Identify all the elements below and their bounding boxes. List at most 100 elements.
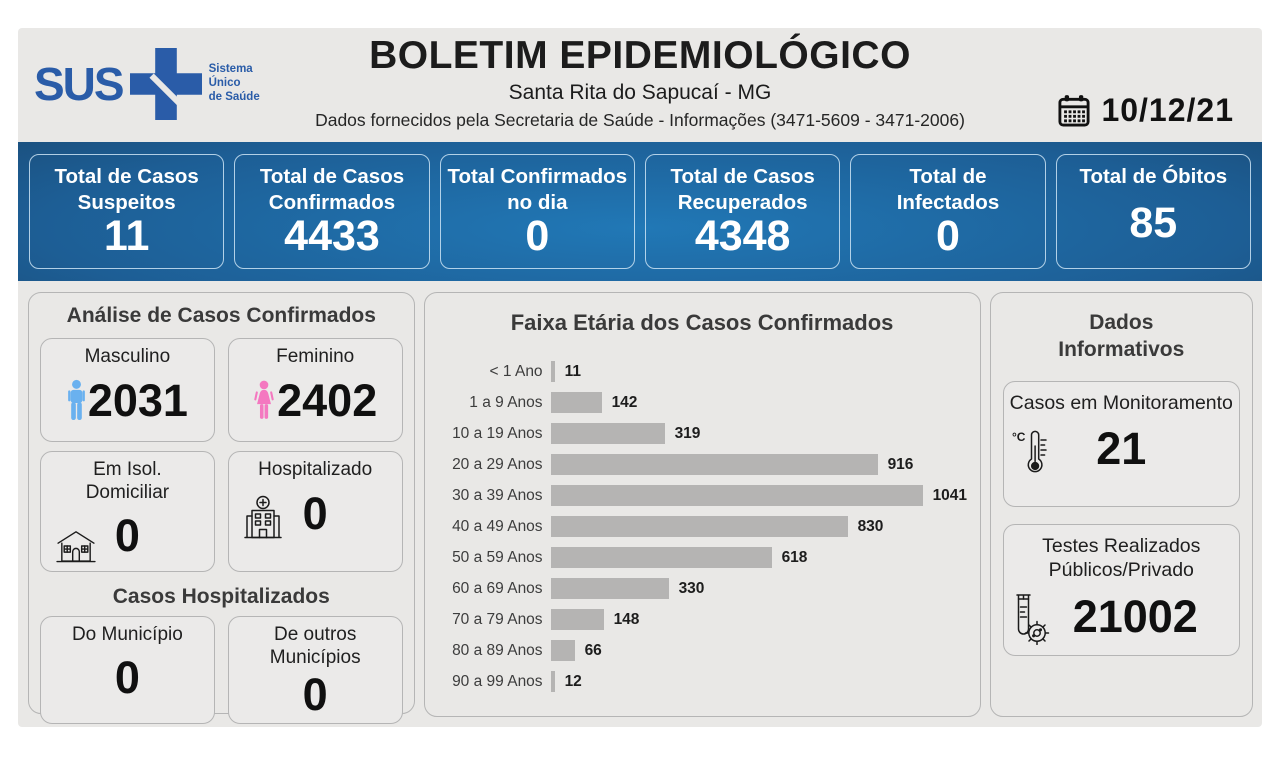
card-value: 0 xyxy=(302,668,328,720)
stat-value: 4348 xyxy=(694,212,791,261)
chart-value-label: 11 xyxy=(564,362,581,380)
card-label: De outros Municípios xyxy=(269,624,361,668)
chart-category-label: 80 a 89 Anos xyxy=(452,641,543,659)
chart-value-label: 66 xyxy=(584,641,602,659)
monitoring-card: Casos em Monitoramento °C xyxy=(1002,380,1240,507)
chart-bar-area: 142 xyxy=(550,392,966,413)
info-panel: Dados Informativos Casos em Monitorament… xyxy=(989,292,1253,717)
chart-bar xyxy=(550,547,772,568)
analysis-panel: Análise de Casos Confirmados Masculino xyxy=(28,292,415,724)
chart-value-label: 148 xyxy=(613,610,640,628)
chart-bar-area: 66 xyxy=(550,640,966,661)
chart-bar xyxy=(550,671,555,692)
analysis-panel-title: Análise de Casos Confirmados xyxy=(66,304,376,327)
stat-card-recuperados: Total de Casos Recuperados 4348 xyxy=(644,154,841,269)
chart-bar xyxy=(550,640,575,661)
chart-value-label: 1041 xyxy=(932,486,968,504)
stat-card-infectados: Total de Infectados 0 xyxy=(850,154,1046,269)
hospitalized-card: Hospitalizado xyxy=(227,451,403,572)
hospitalized-section-title: Casos Hospitalizados xyxy=(112,584,330,608)
chart-row: 40 a 49 Anos 830 xyxy=(439,511,966,542)
house-icon xyxy=(53,529,99,563)
chart-bar-area: 12 xyxy=(550,671,966,692)
female-icon xyxy=(253,379,275,422)
chart-value-label: 142 xyxy=(611,393,638,411)
chart-bar-area: 148 xyxy=(550,609,966,630)
chart-row: 90 a 99 Anos 12 xyxy=(439,666,966,697)
card-value: 2402 xyxy=(277,374,378,426)
card-label: Do Município xyxy=(71,624,183,646)
chart-category-label: 40 a 49 Anos xyxy=(452,517,543,535)
card-value: 21002 xyxy=(1072,590,1198,642)
chart-bar-area: 319 xyxy=(550,423,966,444)
summary-stats-bar: Total de Casos Suspeitos 11 Total de Cas… xyxy=(18,142,1262,281)
chart-value-label: 916 xyxy=(887,455,914,473)
chart-category-label: 50 a 59 Anos xyxy=(452,548,543,566)
stat-label: Total de Casos Recuperados xyxy=(670,165,815,214)
chart-row: 20 a 29 Anos 916 xyxy=(439,449,966,480)
chart-bar xyxy=(550,485,923,506)
stat-card-confirmados: Total de Casos Confirmados 4433 xyxy=(234,154,430,269)
sus-cross-icon xyxy=(129,42,202,126)
stat-card-obitos: Total de Óbitos 85 xyxy=(1055,154,1251,269)
chart-bar-area: 830 xyxy=(550,516,966,537)
chart-category-label: 10 a 19 Anos xyxy=(452,424,543,442)
page-title: BOLETIM EPIDEMIOLÓGICO xyxy=(369,34,911,77)
thermometer-icon: °C xyxy=(1012,428,1054,476)
chart-row: 50 a 59 Anos 618 xyxy=(439,542,966,573)
card-value: 0 xyxy=(114,510,140,562)
info-line: Dados fornecidos pela Secretaria de Saúd… xyxy=(315,109,965,130)
card-label: Em Isol. Domiciliar xyxy=(85,459,170,504)
test-tube-icon xyxy=(1010,593,1052,646)
chart-bar-area: 1041 xyxy=(550,485,968,506)
stat-card-confirmados-dia: Total Confirmados no dia 0 xyxy=(439,154,635,269)
chart-row: 70 a 79 Anos 148 xyxy=(439,604,966,635)
card-value: 2031 xyxy=(87,374,188,426)
stat-value: 11 xyxy=(103,212,150,261)
chart-bar xyxy=(550,609,604,630)
other-cities-card: De outros Municípios 0 xyxy=(227,616,403,724)
chart-value-label: 12 xyxy=(564,672,582,690)
chart-bar xyxy=(550,392,602,413)
chart-row: 80 a 89 Anos 66 xyxy=(439,635,966,666)
chart-bar xyxy=(550,454,878,475)
chart-bar-area: 330 xyxy=(550,578,966,599)
chart-category-label: 1 a 9 Anos xyxy=(469,393,543,411)
chart-bar-area: 916 xyxy=(550,454,966,475)
stat-label: Total de Óbitos xyxy=(1079,165,1228,188)
card-label: Masculino xyxy=(84,346,171,368)
card-label: Casos em Monitoramento xyxy=(1009,391,1233,414)
sus-logo: SUS Sistema Único de Saúde xyxy=(34,42,260,126)
card-value: 0 xyxy=(302,487,328,539)
chart-value-label: 830 xyxy=(857,517,884,535)
calendar-icon xyxy=(1056,93,1092,129)
card-label: Hospitalizado xyxy=(258,459,373,481)
tests-card: Testes Realizados Públicos/Privado xyxy=(1002,523,1240,657)
chart-bar xyxy=(550,361,555,382)
main-content: Análise de Casos Confirmados Masculino xyxy=(18,281,1262,724)
stat-value: 0 xyxy=(525,212,550,261)
chart-bar xyxy=(550,516,848,537)
header: SUS Sistema Único de Saúde BOLETIM EPIDE… xyxy=(18,28,1262,142)
info-panel-title: Dados Informativos xyxy=(1058,311,1185,362)
card-label: Testes Realizados Públicos/Privado xyxy=(1042,534,1201,581)
chart-bar xyxy=(550,578,669,599)
stat-value: 0 xyxy=(936,212,960,261)
stat-label: Total Confirmados no dia xyxy=(447,165,628,214)
report-date: 10/12/21 xyxy=(1101,92,1234,128)
from-city-card: Do Município 0 xyxy=(40,616,215,724)
stat-label: Total de Casos Suspeitos xyxy=(54,165,199,214)
chart-value-label: 319 xyxy=(674,424,701,442)
chart-category-label: 70 a 79 Anos xyxy=(452,610,543,628)
title-block: BOLETIM EPIDEMIOLÓGICO Santa Rita do Sap… xyxy=(18,28,1262,131)
age-chart-panel: Faixa Etária dos Casos Confirmados < 1 A… xyxy=(423,292,981,717)
page-subtitle: Santa Rita do Sapucaí - MG xyxy=(508,80,772,104)
male-icon xyxy=(67,379,86,422)
chart-value-label: 618 xyxy=(781,548,808,566)
card-value: 0 xyxy=(114,652,140,704)
stat-card-suspeitos: Total de Casos Suspeitos 11 xyxy=(29,154,225,269)
hospital-icon xyxy=(241,494,285,540)
stat-label: Total de Casos Confirmados xyxy=(259,165,405,214)
stat-value: 85 xyxy=(1129,199,1178,248)
chart-row: 60 a 69 Anos 330 xyxy=(439,573,966,604)
